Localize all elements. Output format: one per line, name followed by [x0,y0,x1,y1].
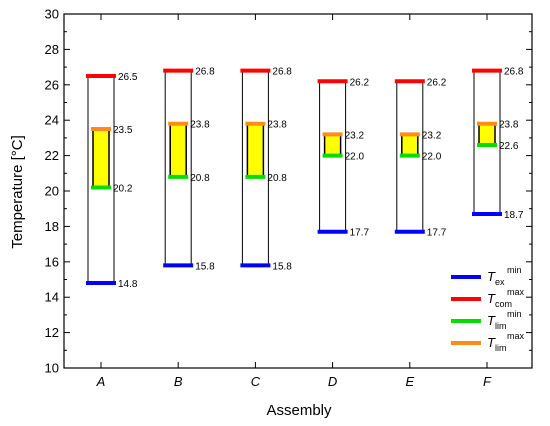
assembly-d-group: 17.7 26.2 22.0 23.2 [317,77,370,239]
comfort-band [92,128,110,189]
x-tick-label-a: A [96,374,106,389]
plot-frame [63,13,533,369]
y-tick-label: 26 [45,77,59,92]
assembly-c-group: 15.8 26.8 20.8 23.8 [240,67,292,272]
t-lim-max-label: 23.5 [113,125,133,136]
assembly-f-group: 18.7 26.8 22.6 23.8 [472,67,524,221]
assembly-a-group: 14.8 26.5 20.2 23.5 [86,72,138,290]
t-lim-max-label: 23.8 [267,120,287,131]
x-tick-label-d: D [328,374,337,389]
t-lim-min-label: 22.0 [422,152,442,163]
t-lim-min-label: 22.0 [345,152,365,163]
t-ex-min-label: 14.8 [118,279,138,290]
y-tick-label: 14 [45,290,59,305]
legend-label: Tlim [487,335,506,353]
t-ex-min-label: 15.8 [195,261,215,272]
t-com-max-label: 26.8 [504,67,524,78]
t-lim-max-label: 23.8 [190,120,210,131]
x-tick-label-c: C [251,374,261,389]
t-com-max-label: 26.2 [350,77,370,88]
t-lim-max-label: 23.8 [499,120,519,131]
t-lim-min-label: 20.8 [267,173,287,184]
comfort-band [401,133,419,157]
x-tick-label-b: B [174,374,183,389]
legend-superscript: max [507,331,525,341]
t-com-max-label: 26.8 [195,67,215,78]
assembly-e-group: 17.7 26.2 22.0 23.2 [394,77,447,239]
chart-marks: 14.8 26.5 20.2 23.5 15.8 26.8 20.8 23.8 15.8 26.8… [86,67,524,290]
y-tick-label: 10 [45,361,59,376]
legend-label: Tlim [487,313,506,331]
t-com-max-label: 26.5 [118,72,138,83]
x-axis-title: Assembly [266,402,332,419]
legend-superscript: max [507,287,525,297]
y-axis: 10 12 14 16 18 20 22 24 26 28 30 [45,7,532,376]
t-lim-min-label: 20.8 [190,173,210,184]
x-tick-label-e: E [405,374,414,389]
t-com-max-label: 26.8 [272,67,292,78]
y-tick-label: 18 [45,219,59,234]
t-ex-min-label: 17.7 [350,228,370,239]
plot-border [63,13,533,369]
y-axis-title: Temperature [°C] [9,135,26,249]
legend-label: Tcom [487,291,512,309]
comfort-band [478,122,496,146]
t-lim-min-label: 20.2 [113,183,133,194]
y-tick-label: 16 [45,254,59,269]
comfort-band [246,122,265,178]
x-tick-label-f: F [483,374,492,389]
comfort-band [323,133,342,157]
comfort-band [169,122,187,178]
legend-superscript: min [507,265,522,275]
t-com-max-label: 26.2 [427,77,447,88]
x-axis: A B C D E F [96,14,492,389]
t-ex-min-label: 18.7 [504,210,524,221]
t-lim-min-label: 22.6 [499,141,519,152]
t-lim-max-label: 23.2 [422,130,442,141]
legend-superscript: min [507,309,522,319]
y-tick-label: 22 [45,148,59,163]
y-tick-label: 30 [45,7,59,22]
t-ex-min-label: 15.8 [272,261,292,272]
y-tick-label: 28 [45,42,59,57]
t-lim-max-label: 23.2 [345,130,365,141]
t-ex-min-label: 17.7 [427,228,447,239]
legend-label: Tex [487,269,505,287]
y-tick-label: 24 [45,113,59,128]
y-tick-label: 20 [45,184,59,199]
y-tick-label: 12 [45,325,59,340]
assembly-b-group: 15.8 26.8 20.8 23.8 [163,67,215,272]
